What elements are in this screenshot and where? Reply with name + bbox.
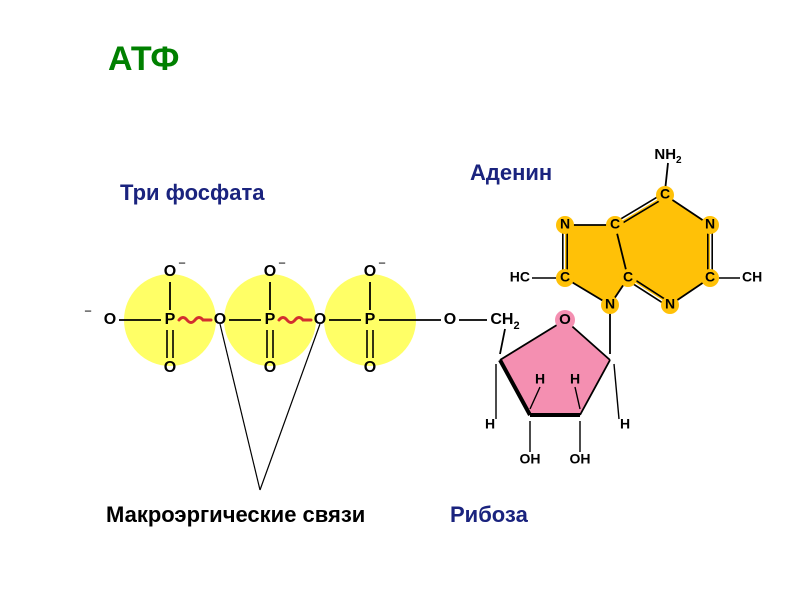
svg-text:N: N [560, 216, 570, 232]
svg-text:−: − [378, 255, 386, 270]
svg-text:O: O [164, 263, 176, 280]
svg-text:OH: OH [520, 451, 541, 467]
svg-text:P: P [165, 311, 176, 328]
svg-text:CH: CH [742, 269, 762, 285]
svg-text:C: C [660, 186, 670, 202]
phosphates-label: Три фосфата [120, 180, 265, 206]
svg-text:P: P [265, 311, 276, 328]
title: АТФ [108, 40, 179, 79]
adenine-label: Аденин [470, 160, 552, 186]
svg-text:O: O [444, 311, 456, 328]
ribose-label: Рибоза [450, 502, 528, 528]
svg-text:O: O [559, 311, 571, 328]
svg-text:HC: HC [510, 269, 530, 285]
svg-text:N: N [705, 216, 715, 232]
svg-text:−: − [278, 255, 286, 270]
svg-text:O: O [104, 311, 116, 328]
svg-text:H: H [570, 371, 580, 387]
svg-text:H: H [535, 371, 545, 387]
svg-text:N: N [665, 296, 675, 312]
diagram-stage: { "title": "АТФ", "labels": { "phosphate… [0, 0, 800, 600]
svg-text:O: O [264, 359, 276, 376]
macro-bonds-label: Макроэргические связи [106, 502, 365, 528]
svg-text:P: P [365, 311, 376, 328]
svg-text:C: C [623, 269, 633, 285]
svg-text:O: O [364, 263, 376, 280]
svg-text:−: − [84, 303, 92, 318]
svg-text:−: − [178, 255, 186, 270]
svg-text:C: C [705, 269, 715, 285]
svg-text:O: O [164, 359, 176, 376]
svg-text:N: N [605, 296, 615, 312]
svg-text:H: H [620, 416, 630, 432]
svg-text:C: C [560, 269, 570, 285]
svg-text:O: O [364, 359, 376, 376]
svg-text:C: C [610, 216, 620, 232]
svg-text:OH: OH [570, 451, 591, 467]
svg-text:H: H [485, 416, 495, 432]
svg-text:O: O [264, 263, 276, 280]
svg-text:CH2: CH2 [490, 311, 519, 332]
